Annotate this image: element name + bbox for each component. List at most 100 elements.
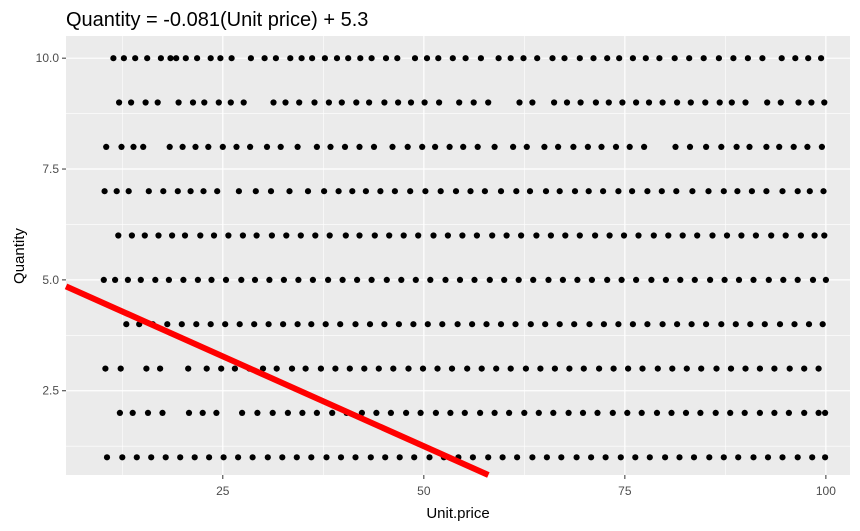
data-point [118, 143, 125, 150]
data-point [818, 55, 825, 62]
data-point [707, 276, 714, 283]
data-point [809, 276, 817, 283]
data-point [535, 409, 542, 416]
data-point [133, 454, 140, 461]
data-point [586, 321, 593, 328]
data-point [633, 276, 640, 283]
data-point [277, 143, 284, 150]
data-point [220, 454, 227, 461]
data-point [247, 143, 254, 150]
data-point [533, 232, 540, 239]
y-tick-label: 10.0 [36, 51, 60, 65]
data-point [738, 232, 745, 239]
data-point [529, 99, 536, 106]
data-point [166, 143, 173, 150]
data-point [157, 55, 164, 62]
data-point [794, 276, 801, 283]
data-point [522, 365, 530, 372]
data-point [407, 99, 415, 106]
data-point [550, 409, 557, 416]
data-point [679, 232, 686, 239]
data-point [144, 409, 152, 416]
data-point [683, 365, 690, 372]
data-point [391, 188, 398, 195]
data-point [592, 99, 600, 106]
data-point [720, 188, 727, 195]
data-point [199, 409, 206, 416]
data-point [501, 276, 508, 283]
data-point [213, 409, 220, 416]
data-point [585, 188, 592, 195]
data-point [543, 454, 551, 461]
data-point [617, 454, 624, 461]
data-point [469, 321, 476, 328]
data-point [761, 321, 768, 328]
data-point [723, 232, 731, 239]
data-point [795, 99, 802, 106]
data-point [537, 365, 544, 372]
data-point [177, 454, 184, 461]
data-point [382, 454, 389, 461]
data-point [674, 99, 681, 106]
data-point [620, 232, 628, 239]
data-point [210, 232, 218, 239]
data-point [756, 409, 764, 416]
data-point [421, 99, 428, 106]
data-point [727, 409, 734, 416]
data-point [559, 276, 567, 283]
data-point [302, 365, 309, 372]
data-point [373, 409, 380, 416]
data-point [815, 365, 822, 372]
data-point [282, 99, 289, 106]
data-point [427, 276, 434, 283]
data-point [192, 143, 199, 150]
data-point [779, 188, 786, 195]
data-point [716, 99, 723, 106]
data-point [110, 55, 117, 62]
data-point [516, 99, 523, 106]
data-point [809, 454, 816, 461]
data-point [786, 365, 793, 372]
data-point [358, 409, 365, 416]
data-point [398, 276, 405, 283]
data-point [665, 232, 672, 239]
data-point [280, 321, 287, 328]
data-point [763, 188, 770, 195]
data-point [694, 232, 701, 239]
data-point [148, 454, 155, 461]
data-point [197, 232, 204, 239]
data-point [321, 188, 328, 195]
data-point [125, 188, 132, 195]
data-point [469, 454, 476, 461]
data-point [368, 55, 375, 62]
data-point [222, 321, 229, 328]
data-point [236, 321, 243, 328]
data-point [167, 55, 174, 62]
data-point [299, 409, 306, 416]
data-point [530, 276, 537, 283]
data-point [100, 276, 107, 283]
data-point [730, 55, 737, 62]
data-point [821, 232, 828, 239]
data-point [454, 321, 461, 328]
data-point [337, 454, 345, 461]
data-point [353, 99, 360, 106]
data-point [588, 276, 596, 283]
data-point [346, 365, 353, 372]
data-point [654, 365, 661, 372]
data-point [470, 99, 477, 106]
data-point [555, 143, 562, 150]
data-point [718, 321, 725, 328]
data-point [269, 409, 276, 416]
data-point [194, 55, 201, 62]
data-point [759, 55, 766, 62]
data-point [436, 99, 443, 106]
data-point [641, 143, 648, 150]
data-point [264, 454, 271, 461]
regression-fit-line-layer [64, 283, 490, 478]
data-point [794, 454, 801, 461]
data-point [382, 55, 390, 62]
data-point [400, 232, 407, 239]
data-point [644, 188, 651, 195]
data-point [286, 188, 293, 195]
